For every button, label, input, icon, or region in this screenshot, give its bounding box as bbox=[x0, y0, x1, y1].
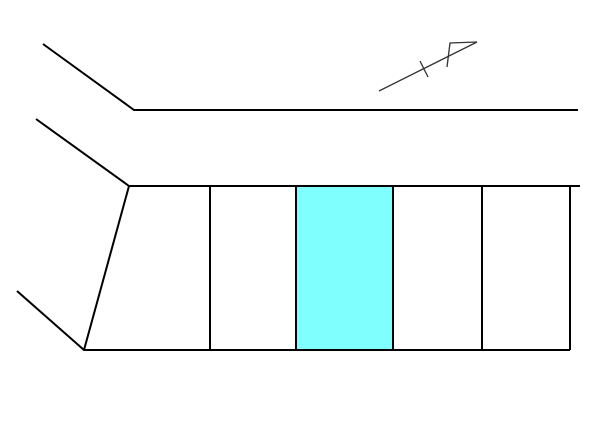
lot-boundary-west bbox=[83, 185, 130, 351]
road-edge-lower bbox=[35, 118, 580, 187]
north-arrow-icon bbox=[378, 41, 478, 92]
lot-boundary-south bbox=[16, 290, 570, 351]
road-edge-upper bbox=[42, 43, 578, 111]
highlighted-lot[interactable] bbox=[296, 186, 393, 350]
